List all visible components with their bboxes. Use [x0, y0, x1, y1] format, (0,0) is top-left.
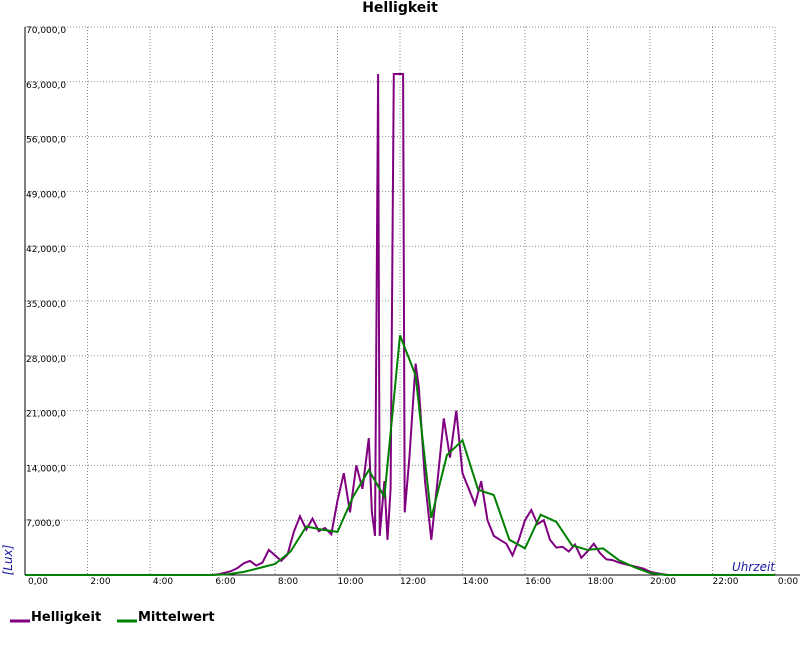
y-tick-label: 35,000,0 — [26, 300, 66, 310]
y-tick-label: 28,000,0 — [26, 355, 66, 365]
x-tick-label: 18:00 — [588, 577, 614, 587]
x-tick-label: 8:00 — [278, 577, 298, 587]
x-tick-label: 2:00 — [90, 577, 110, 587]
x-tick-label: 12:00 — [400, 577, 426, 587]
legend-label: Helligkeit — [31, 610, 101, 625]
y-tick-label: 7,000,0 — [26, 519, 61, 529]
y-axis-label: [Lux] — [1, 544, 15, 575]
y-tick-label: 42,000,0 — [26, 245, 66, 255]
y-tick-label: 56,000,0 — [26, 136, 66, 146]
x-tick-label: 16:00 — [525, 577, 551, 587]
x-tick-label: 20:00 — [650, 577, 676, 587]
x-axis-label: Uhrzeit — [732, 560, 776, 574]
series-line — [25, 335, 775, 576]
y-tick-label: 49,000,0 — [26, 190, 66, 200]
x-tick-label: 0,00 — [28, 577, 48, 587]
y-tick-label: 14,000,0 — [26, 464, 66, 474]
chart-title: Helligkeit — [362, 0, 438, 16]
legend-label: Mittelwert — [138, 610, 215, 625]
y-tick-label: 70,000,0 — [26, 26, 66, 36]
x-tick-label: 4:00 — [153, 577, 173, 587]
x-tick-label: 0:00 — [778, 577, 798, 587]
y-tick-label: 21,000,0 — [26, 410, 66, 420]
x-tick-label: 10:00 — [338, 577, 364, 587]
x-tick-label: 22:00 — [713, 577, 739, 587]
x-tick-label: 14:00 — [463, 577, 489, 587]
x-tick-label: 6:00 — [215, 577, 235, 587]
y-tick-label: 63,000,0 — [26, 81, 66, 91]
